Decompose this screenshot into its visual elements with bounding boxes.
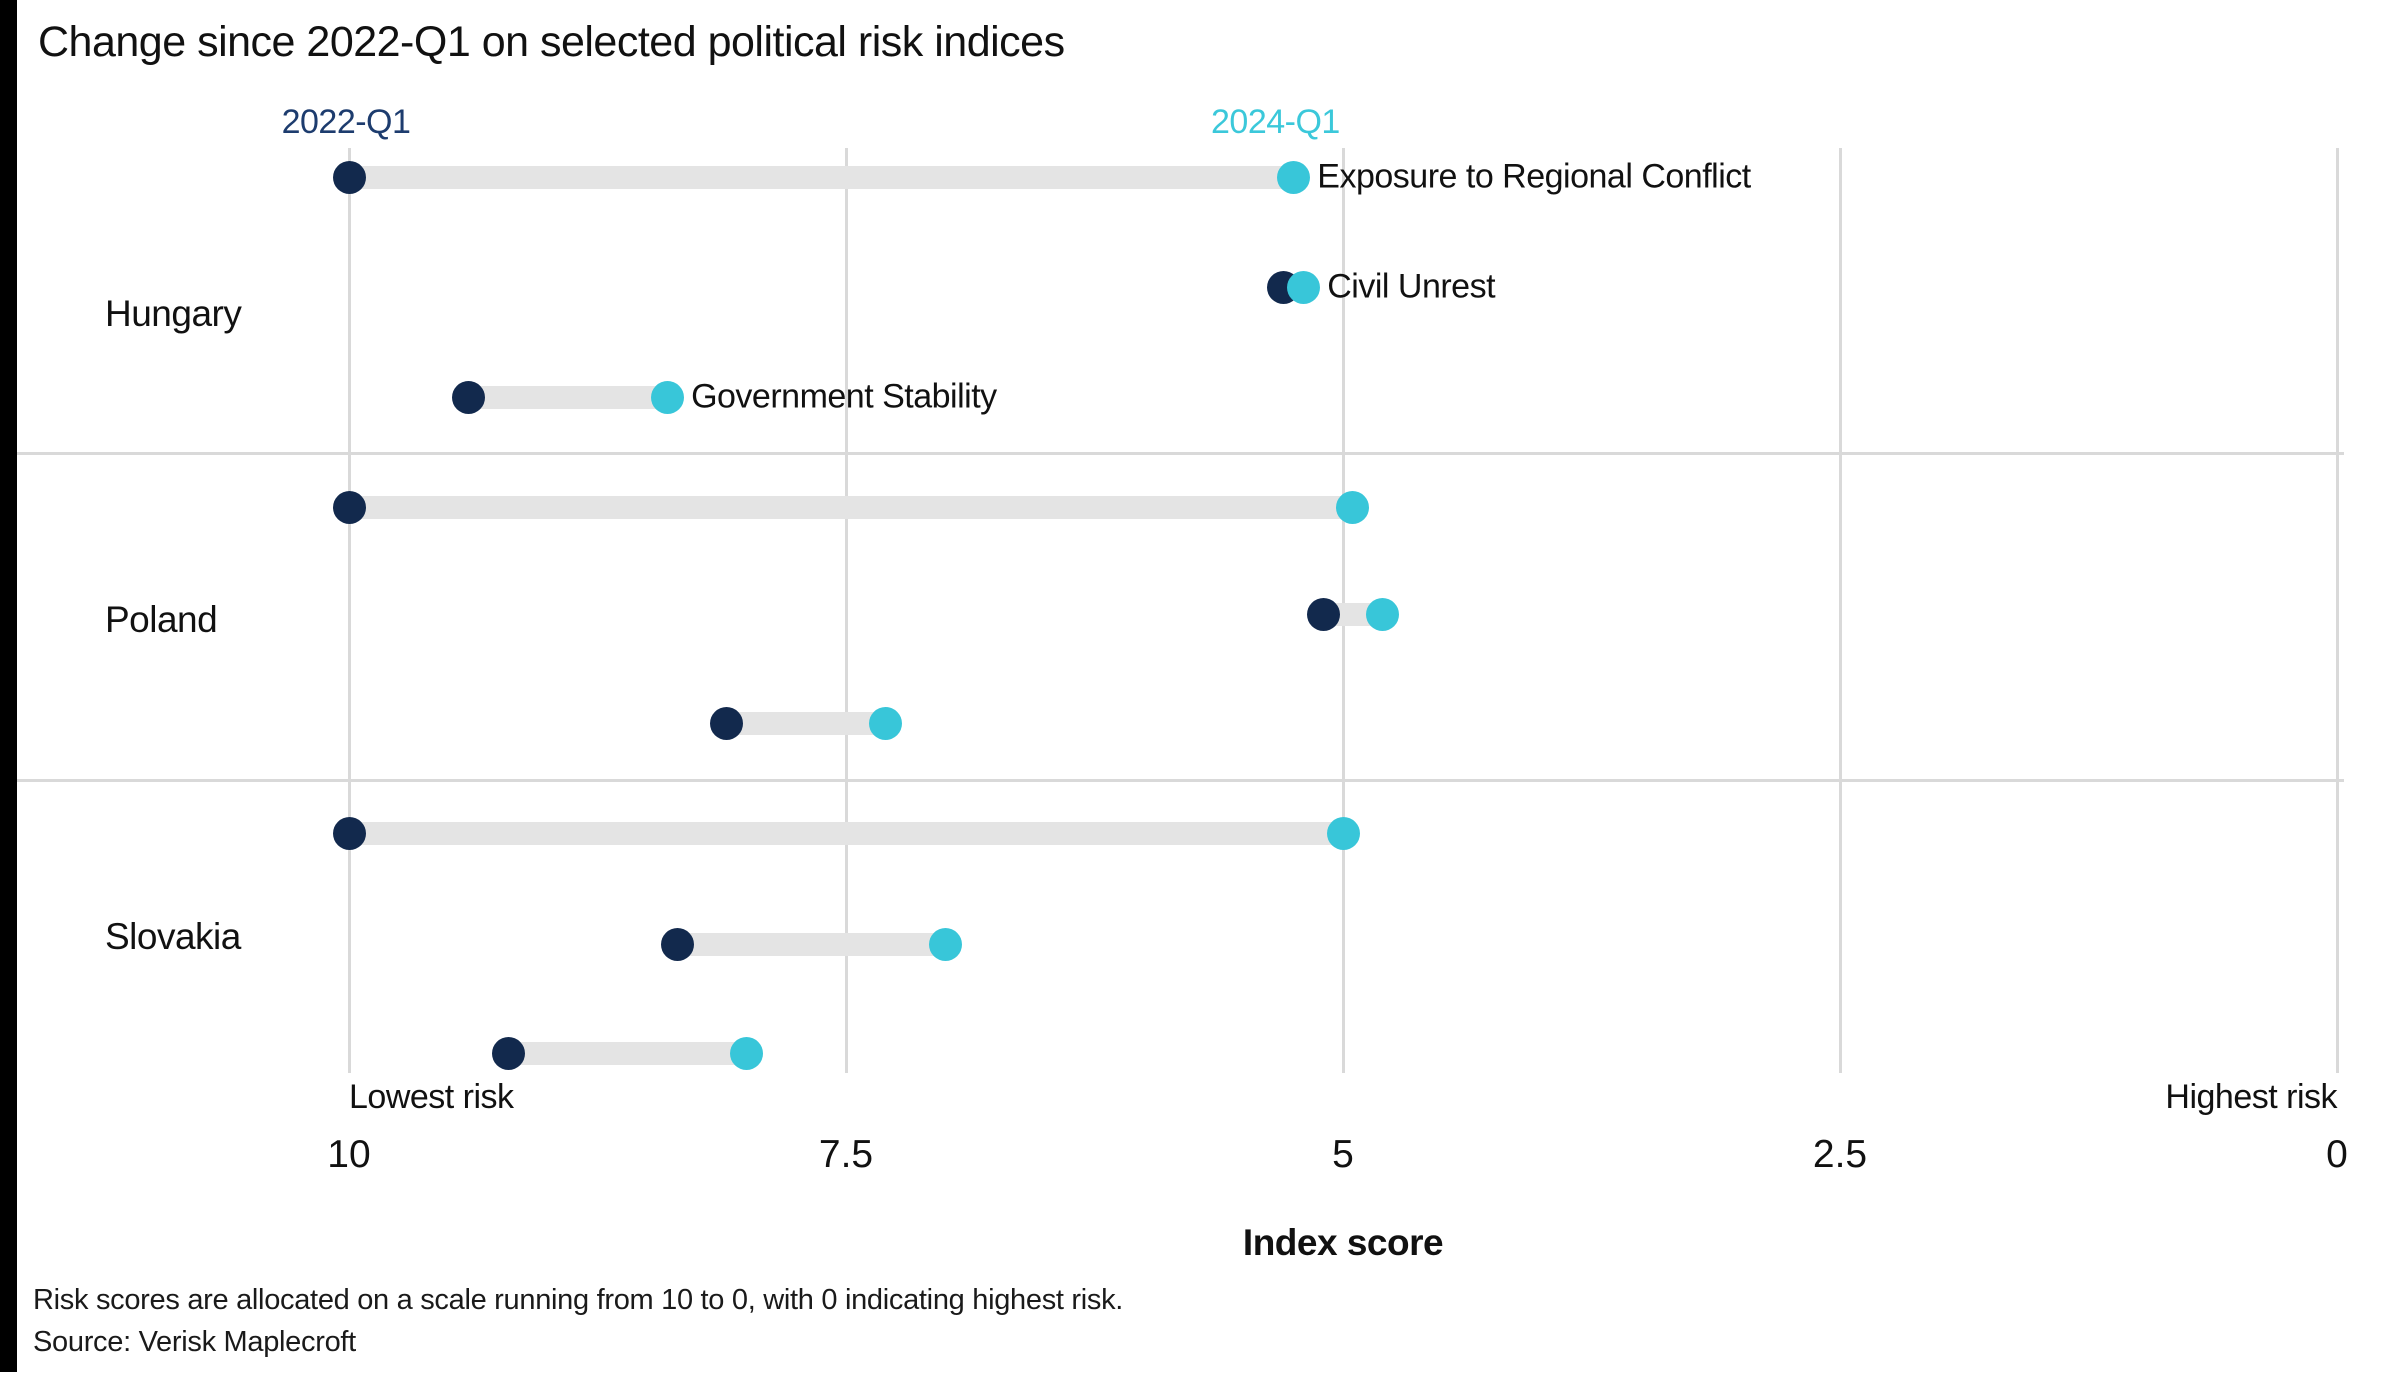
dumbbell-track <box>677 932 946 956</box>
index-label: Civil Unrest <box>1327 267 1496 306</box>
dot-2022 <box>1306 597 1340 631</box>
dumbbell-track <box>349 495 1353 519</box>
dot-2024 <box>1276 160 1310 194</box>
group-separator <box>17 452 2344 455</box>
dot-2022 <box>332 816 366 850</box>
legend-2022-label: 2022-Q1 <box>281 103 411 141</box>
dot-2024 <box>650 380 684 414</box>
dumbbell-track <box>726 711 886 735</box>
axis-right-edge-label: Highest risk <box>2165 1078 2337 1116</box>
dot-2022 <box>491 1036 525 1070</box>
legend-2024-label: 2024-Q1 <box>1211 103 1340 141</box>
country-label: Hungary <box>105 293 242 334</box>
dumbbell-track <box>508 1041 747 1065</box>
axis-tick-label: 10 <box>327 1133 371 1176</box>
left-border-strip <box>0 0 17 1372</box>
dot-2024 <box>1286 270 1320 304</box>
dot-2024 <box>730 1036 764 1070</box>
dot-2022 <box>660 927 694 961</box>
country-label: Slovakia <box>105 916 241 957</box>
footnote-source: Source: Verisk Maplecroft <box>33 1326 356 1358</box>
country-label: Poland <box>105 599 218 640</box>
index-label: Government Stability <box>691 377 997 416</box>
group-separator <box>17 779 2344 782</box>
gridline <box>1838 148 1842 1073</box>
axis-tick-label: 0 <box>2326 1133 2348 1176</box>
dumbbell-track <box>349 821 1343 845</box>
dot-2024 <box>1366 597 1400 631</box>
dumbbell-track <box>468 385 668 409</box>
dot-2024 <box>928 927 962 961</box>
dot-2024 <box>1336 490 1370 524</box>
chart-title: Change since 2022-Q1 on selected politic… <box>38 18 1065 66</box>
footnote-scale-note: Risk scores are allocated on a scale run… <box>33 1284 1124 1316</box>
gridline <box>2335 148 2339 1073</box>
axis-left-edge-label: Lowest risk <box>349 1078 514 1116</box>
dot-2022 <box>332 490 366 524</box>
axis-tick-label: 7.5 <box>818 1133 874 1176</box>
index-label: Exposure to Regional Conflict <box>1317 157 1751 196</box>
dot-2022 <box>710 706 744 740</box>
axis-title: Index score <box>1242 1222 1444 1263</box>
dot-2022 <box>332 160 366 194</box>
dot-2024 <box>1326 816 1360 850</box>
dot-2024 <box>869 706 903 740</box>
dot-2022 <box>451 380 485 414</box>
gridline <box>347 148 351 1073</box>
axis-tick-label: 5 <box>1332 1133 1354 1176</box>
axis-tick-label: 2.5 <box>1812 1133 1868 1176</box>
gridline <box>844 148 848 1073</box>
dumbbell-track <box>349 165 1294 189</box>
